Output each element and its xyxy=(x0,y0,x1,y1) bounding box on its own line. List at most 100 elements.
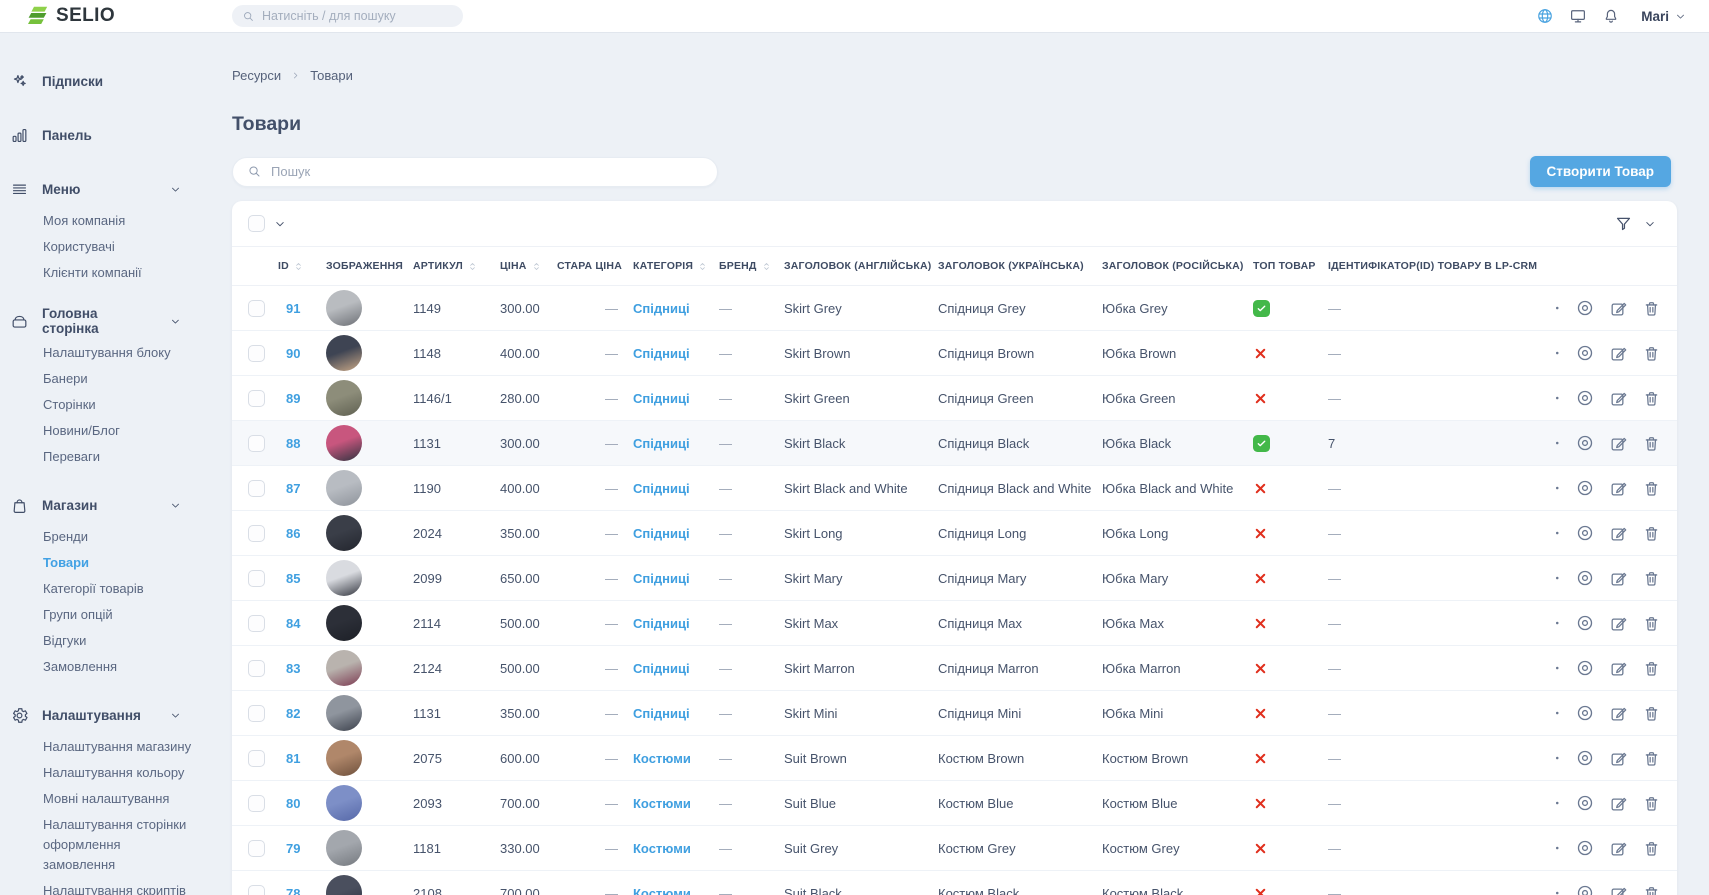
more-actions-icon[interactable] xyxy=(1555,704,1561,722)
sidebar-item[interactable]: Замовлення xyxy=(43,659,118,674)
product-image[interactable] xyxy=(326,560,362,596)
column-header[interactable]: АРТИКУЛ xyxy=(413,260,500,272)
delete-icon[interactable] xyxy=(1642,749,1661,768)
sort-icon[interactable] xyxy=(761,261,772,272)
row-checkbox[interactable] xyxy=(248,794,265,812)
more-actions-icon[interactable] xyxy=(1555,749,1561,767)
table-search-input[interactable] xyxy=(271,164,703,179)
product-id-link[interactable]: 78 xyxy=(286,885,301,895)
more-actions-icon[interactable] xyxy=(1555,614,1561,632)
view-icon[interactable] xyxy=(1575,568,1595,588)
select-all-checkbox[interactable] xyxy=(248,215,265,232)
edit-icon[interactable] xyxy=(1609,884,1628,895)
product-id-link[interactable]: 80 xyxy=(286,795,301,811)
edit-icon[interactable] xyxy=(1609,839,1628,858)
filter-icon[interactable] xyxy=(1614,214,1633,233)
view-icon[interactable] xyxy=(1575,703,1595,723)
user-menu[interactable]: Mari xyxy=(1641,9,1687,24)
product-image[interactable] xyxy=(326,740,362,776)
language-globe-icon[interactable] xyxy=(1536,7,1554,25)
row-checkbox[interactable] xyxy=(248,344,265,362)
view-icon[interactable] xyxy=(1575,748,1595,768)
sidebar-item[interactable]: Моя компанія xyxy=(43,213,126,228)
product-image[interactable] xyxy=(326,785,362,821)
sidebar-item[interactable]: Мовні налаштування xyxy=(43,791,170,806)
column-header[interactable]: ЗОБРАЖЕННЯ xyxy=(326,260,413,272)
delete-icon[interactable] xyxy=(1642,884,1661,895)
column-header[interactable]: ЦІНА xyxy=(500,260,557,272)
product-id-link[interactable]: 86 xyxy=(286,525,301,541)
category-link[interactable]: Спідниці xyxy=(633,705,690,721)
product-image[interactable] xyxy=(326,605,362,641)
delete-icon[interactable] xyxy=(1642,659,1661,678)
delete-icon[interactable] xyxy=(1642,704,1661,723)
sidebar-item[interactable]: Налаштування кольору xyxy=(43,765,185,780)
row-checkbox[interactable] xyxy=(248,839,265,857)
sidebar-item[interactable]: Відгуки xyxy=(43,633,87,648)
sort-icon[interactable] xyxy=(697,261,708,272)
column-header[interactable]: ІДЕНТИФІКАТОР(ID) ТОВАРУ В LP-CRM xyxy=(1328,260,1555,272)
more-actions-icon[interactable] xyxy=(1555,434,1561,452)
sidebar-section[interactable]: Налаштування xyxy=(10,702,182,728)
row-checkbox[interactable] xyxy=(248,659,265,677)
delete-icon[interactable] xyxy=(1642,479,1661,498)
delete-icon[interactable] xyxy=(1642,344,1661,363)
edit-icon[interactable] xyxy=(1609,299,1628,318)
category-link[interactable]: Спідниці xyxy=(633,435,690,451)
delete-icon[interactable] xyxy=(1642,389,1661,408)
view-icon[interactable] xyxy=(1575,388,1595,408)
edit-icon[interactable] xyxy=(1609,704,1628,723)
edit-icon[interactable] xyxy=(1609,659,1628,678)
create-product-button[interactable]: Створити Товар xyxy=(1529,156,1671,187)
product-image[interactable] xyxy=(326,470,362,506)
column-header[interactable]: ЗАГОЛОВОК (АНГЛІЙСЬКА) xyxy=(784,260,938,272)
product-id-link[interactable]: 87 xyxy=(286,480,301,496)
app-logo[interactable]: SELIO xyxy=(28,5,115,27)
more-actions-icon[interactable] xyxy=(1555,299,1561,317)
view-icon[interactable] xyxy=(1575,883,1595,895)
view-icon[interactable] xyxy=(1575,343,1595,363)
category-link[interactable]: Спідниці xyxy=(633,615,690,631)
product-image[interactable] xyxy=(326,290,362,326)
more-actions-icon[interactable] xyxy=(1555,479,1561,497)
row-checkbox[interactable] xyxy=(248,704,265,722)
display-monitor-icon[interactable] xyxy=(1569,7,1587,25)
row-checkbox[interactable] xyxy=(248,614,265,632)
sidebar-item[interactable]: Налаштування блоку xyxy=(43,345,171,360)
table-search[interactable] xyxy=(232,156,718,187)
row-checkbox[interactable] xyxy=(248,569,265,587)
sidebar-item[interactable]: Налаштування сторінки оформлення замовле… xyxy=(43,817,187,872)
product-id-link[interactable]: 89 xyxy=(286,390,301,406)
edit-icon[interactable] xyxy=(1609,749,1628,768)
category-link[interactable]: Спідниці xyxy=(633,525,690,541)
filter-chevron-icon[interactable] xyxy=(1643,217,1657,231)
product-id-link[interactable]: 79 xyxy=(286,840,301,856)
sidebar-section[interactable]: Магазин xyxy=(10,492,182,518)
sidebar-item[interactable]: Налаштування скриптів xyxy=(43,883,186,895)
more-actions-icon[interactable] xyxy=(1555,839,1561,857)
row-checkbox[interactable] xyxy=(248,479,265,497)
edit-icon[interactable] xyxy=(1609,569,1628,588)
column-header[interactable]: ЗАГОЛОВОК (РОСІЙСЬКА) xyxy=(1102,260,1253,272)
row-checkbox[interactable] xyxy=(248,434,265,452)
notifications-bell-icon[interactable] xyxy=(1602,7,1620,25)
bulk-actions-chevron-icon[interactable] xyxy=(273,217,287,231)
product-id-link[interactable]: 82 xyxy=(286,705,301,721)
delete-icon[interactable] xyxy=(1642,299,1661,318)
column-header[interactable]: КАТЕГОРІЯ xyxy=(633,260,719,272)
category-link[interactable]: Спідниці xyxy=(633,300,690,316)
delete-icon[interactable] xyxy=(1642,614,1661,633)
global-search-input[interactable] xyxy=(262,9,453,23)
category-link[interactable]: Спідниці xyxy=(633,390,690,406)
sidebar-item[interactable]: Налаштування магазину xyxy=(43,739,192,754)
row-checkbox[interactable] xyxy=(248,299,265,317)
sidebar-item[interactable]: Бренди xyxy=(43,529,89,544)
sidebar-item[interactable]: Групи опцій xyxy=(43,607,113,622)
edit-icon[interactable] xyxy=(1609,344,1628,363)
sidebar-section[interactable]: Панель xyxy=(10,122,182,148)
edit-icon[interactable] xyxy=(1609,434,1628,453)
more-actions-icon[interactable] xyxy=(1555,794,1561,812)
sidebar-item[interactable]: Переваги xyxy=(43,449,101,464)
row-checkbox[interactable] xyxy=(248,389,265,407)
sidebar-section[interactable]: Головна сторінка xyxy=(10,306,182,336)
